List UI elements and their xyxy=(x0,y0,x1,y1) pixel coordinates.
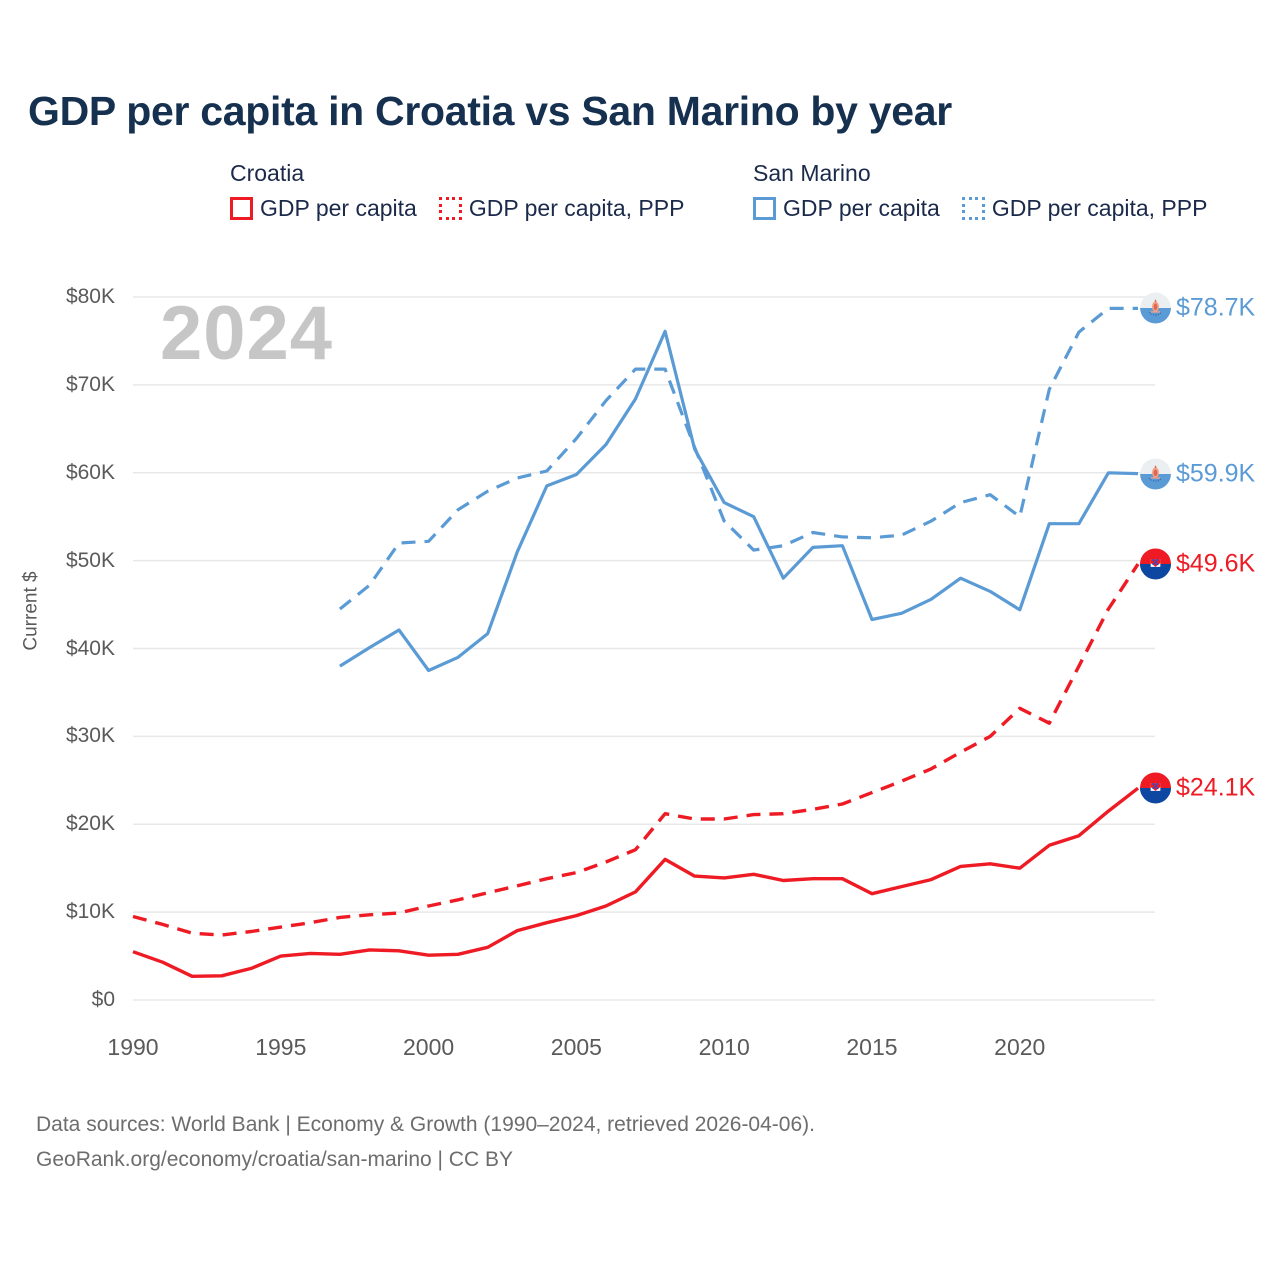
legend-item-croatia-gdp-ppp[interactable]: GDP per capita, PPP xyxy=(438,195,685,222)
series-line xyxy=(132,786,1140,978)
footer-line-2: GeoRank.org/economy/croatia/san-marino |… xyxy=(36,1147,513,1171)
x-axis-tick-label: 2005 xyxy=(550,1034,602,1060)
page-title: GDP per capita in Croatia vs San Marino … xyxy=(28,88,952,134)
san-marino-flag xyxy=(1140,458,1171,490)
series-end-label: $59.9K xyxy=(1140,458,1256,490)
watermark-year: 2024 xyxy=(160,291,334,376)
series-end-value: $78.7K xyxy=(1176,293,1256,322)
legend-item-label: GDP per capita xyxy=(783,195,940,221)
y-axis-tick-label: $10K xyxy=(65,900,115,924)
legend-group-croatia: Croatia GDP per capita GDP per capita, P… xyxy=(230,160,684,222)
series-end-label: $49.6K xyxy=(1140,548,1256,580)
legend-swatch-solid-icon xyxy=(230,197,253,220)
legend-item-san-marino-gdp[interactable]: GDP per capita xyxy=(753,195,940,222)
x-axis-tick-label: 1995 xyxy=(255,1034,307,1060)
y-axis-tick-label: $60K xyxy=(65,460,115,484)
y-axis-tick-label: $70K xyxy=(65,372,115,396)
series-line xyxy=(338,306,1138,611)
y-axis-tick-label: $40K xyxy=(65,636,115,660)
series-line xyxy=(339,329,1139,673)
croatia-flag xyxy=(1140,548,1171,580)
legend-item-croatia-gdp[interactable]: GDP per capita xyxy=(230,195,417,222)
legend-swatch-solid-icon xyxy=(753,197,776,220)
y-axis-tick-label: $30K xyxy=(65,724,115,748)
y-axis-tick-label: $20K xyxy=(65,812,115,836)
legend-item-san-marino-gdp-ppp[interactable]: GDP per capita, PPP xyxy=(961,195,1208,222)
san-marino-flag xyxy=(1140,292,1171,324)
legend-item-label: GDP per capita, PPP xyxy=(991,195,1208,221)
series-line xyxy=(132,563,1140,937)
x-axis-tick-label: 2000 xyxy=(402,1034,455,1060)
series-end-label: $78.7K xyxy=(1140,292,1256,324)
series-end-label: $24.1K xyxy=(1140,772,1256,804)
footer-line-1: Data sources: World Bank | Economy & Gro… xyxy=(36,1113,815,1136)
x-axis-tick-label: 1990 xyxy=(107,1034,159,1060)
legend-item-label: GDP per capita, PPP xyxy=(468,195,685,221)
y-axis-tick-label: $80K xyxy=(65,285,115,308)
y-axis-tick-label: $0 xyxy=(91,988,115,1011)
legend-swatch-dotted-icon xyxy=(961,197,985,220)
legend-group-san-marino: San Marino GDP per capita GDP per capita… xyxy=(753,160,1207,222)
series-end-value: $24.1K xyxy=(1176,773,1256,802)
series-end-value: $59.9K xyxy=(1176,459,1256,488)
x-axis-tick-label: 2010 xyxy=(698,1034,750,1060)
chart-legend: Croatia GDP per capita GDP per capita, P… xyxy=(230,160,1260,240)
legend-item-label: GDP per capita xyxy=(260,195,417,221)
legend-country-label: San Marino xyxy=(753,160,871,186)
x-axis-tick-label: 2015 xyxy=(846,1034,898,1060)
footer-sources: Data sources: World Bank | Economy & Gro… xyxy=(36,1108,815,1177)
x-axis-tick-label: 2020 xyxy=(994,1034,1046,1060)
croatia-flag xyxy=(1140,772,1171,804)
y-axis-tick-label: $50K xyxy=(65,548,115,572)
legend-country-label: Croatia xyxy=(230,160,305,186)
legend-swatch-dotted-icon xyxy=(438,197,462,220)
series-end-value: $49.6K xyxy=(1176,549,1256,578)
